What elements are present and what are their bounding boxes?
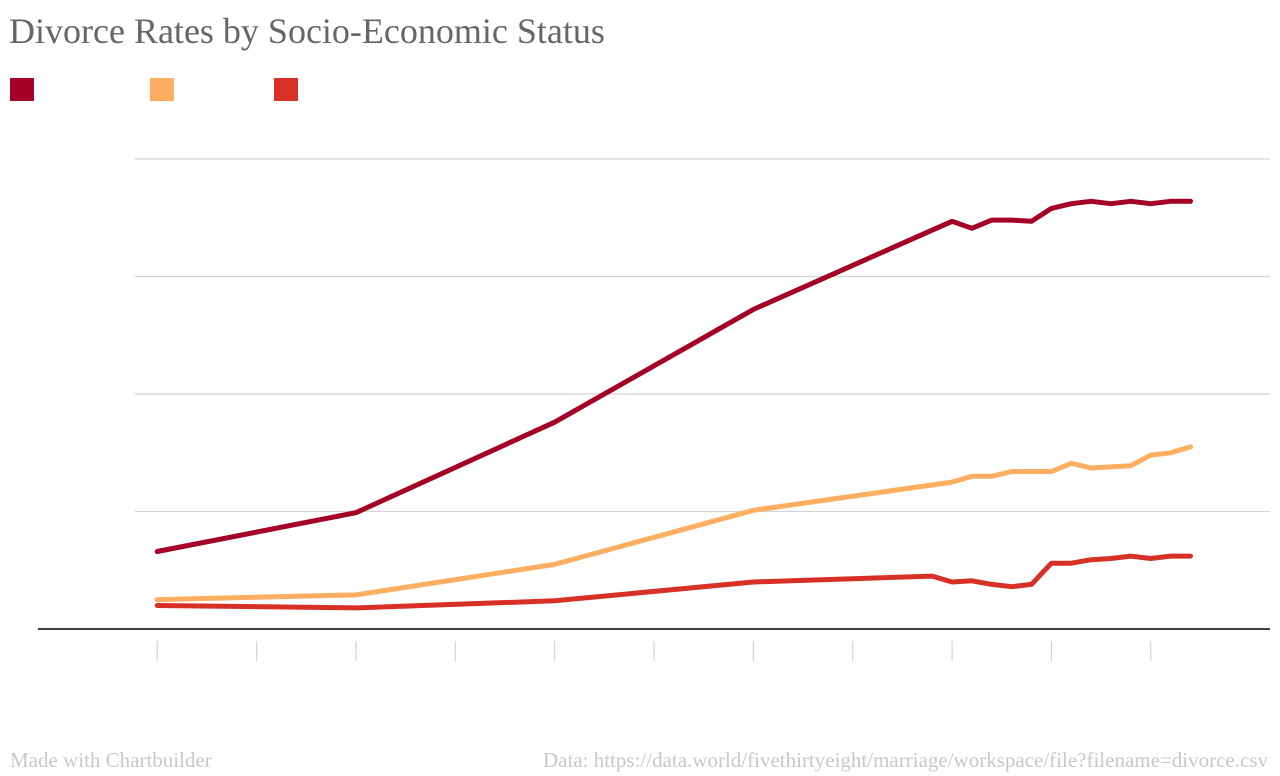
footer-credit: Made with Chartbuilder [10,748,212,772]
legend-item-1 [10,77,40,101]
footer-source: Data: https://data.world/fivethirtyeight… [543,748,1268,772]
gridlines [135,158,1270,513]
series-lines [154,198,1193,611]
series-line-1 [154,198,1193,554]
legend-swatch-2 [150,77,174,101]
legend-swatch-1 [10,77,34,101]
x-axis [38,628,1270,661]
legend-swatch-3 [274,77,298,101]
legend-item-2 [150,77,180,101]
series-line-3 [154,553,1193,611]
legend-item-3 [274,77,304,101]
series-line-2 [154,444,1193,603]
chart-title: Divorce Rates by Socio-Economic Status [9,11,605,51]
